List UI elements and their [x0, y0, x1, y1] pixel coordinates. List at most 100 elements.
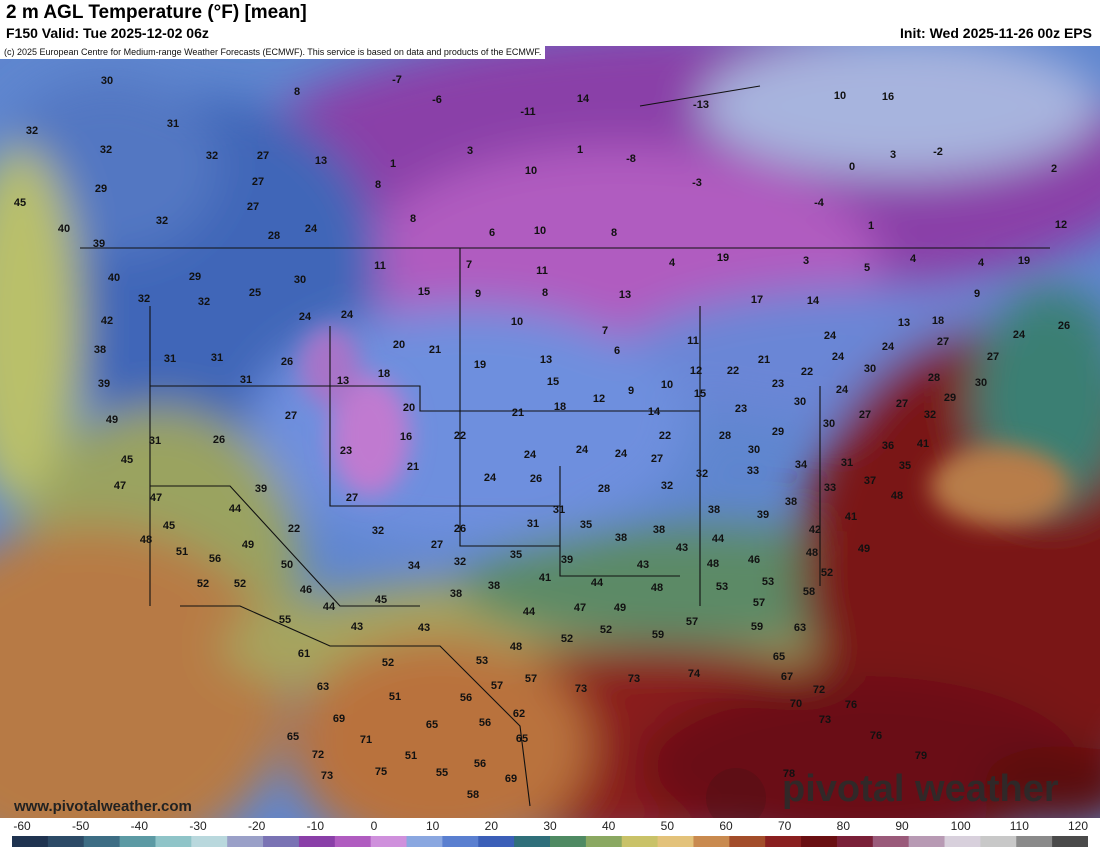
colorbar-segment: [191, 836, 228, 847]
temperature-value: 10: [510, 316, 524, 328]
temperature-value: 8: [409, 213, 417, 225]
colorbar-segment: [334, 836, 372, 847]
temperature-value: 53: [475, 655, 489, 667]
temperature-value: 24: [831, 351, 845, 363]
temperature-value: 9: [973, 288, 981, 300]
temperature-value: 32: [25, 125, 39, 137]
temperature-value: 25: [248, 287, 262, 299]
pivotal-weather-logo: pivotal weather: [782, 768, 1059, 810]
temperature-value: 32: [137, 293, 151, 305]
temperature-value: 52: [560, 633, 574, 645]
temperature-value: 9: [627, 385, 635, 397]
temperature-value: 52: [820, 567, 834, 579]
temperature-value: 27: [986, 351, 1000, 363]
colorbar-segment: [227, 836, 264, 847]
temperature-value: 33: [746, 465, 760, 477]
temperature-value: 32: [660, 480, 674, 492]
temperature-value: 76: [869, 730, 883, 742]
temperature-value: 1: [389, 158, 397, 170]
colorbar-segment: [47, 836, 85, 847]
colorbar-segment: [83, 836, 121, 847]
temperature-value: 36: [881, 440, 895, 452]
temperature-value: 14: [647, 406, 661, 418]
colorbar-segment: [980, 836, 1017, 847]
temperature-value: 50: [280, 559, 294, 571]
temperature-value: 24: [575, 444, 589, 456]
temperature-value: 21: [406, 461, 420, 473]
temperature-value: 38: [449, 588, 463, 600]
temperature-value: 19: [473, 359, 487, 371]
temperature-value: 52: [381, 657, 395, 669]
temperature-value: 26: [529, 473, 543, 485]
colorbar-tick-label: 110: [1009, 819, 1029, 833]
colorbar-segment: [801, 836, 838, 847]
colorbar-segment: [478, 836, 515, 847]
colorbar-segment: [693, 836, 730, 847]
temperature-value: 31: [148, 435, 162, 447]
temperature-value: 38: [93, 344, 107, 356]
temperature-value: 32: [695, 468, 709, 480]
colorbar-segment: [872, 836, 910, 847]
temperature-value: 30: [293, 274, 307, 286]
temperature-value: 48: [805, 547, 819, 559]
temperature-value: 43: [636, 559, 650, 571]
temperature-value: 56: [459, 692, 473, 704]
temperature-value: 13: [897, 317, 911, 329]
temperature-value: 59: [750, 621, 764, 633]
website-url[interactable]: www.pivotalweather.com: [14, 798, 192, 815]
temperature-value: 23: [771, 378, 785, 390]
temperature-value: 27: [430, 539, 444, 551]
colorbar-segment: [1052, 836, 1088, 847]
temperature-value: -2: [933, 146, 943, 158]
colorbar-segment: [908, 836, 946, 847]
temperature-value: 48: [139, 534, 153, 546]
temperature-value: 4: [668, 257, 676, 269]
temperature-value: 24: [340, 309, 354, 321]
colorbar-tick-label: 90: [895, 819, 909, 833]
colorbar-segment: [12, 836, 49, 847]
temperature-value: 14: [806, 295, 820, 307]
temperature-value: 6: [488, 227, 496, 239]
temperature-value: 27: [256, 150, 270, 162]
temperature-value: 29: [943, 392, 957, 404]
colorbar-segment: [944, 836, 981, 847]
temperature-value: 10: [833, 90, 847, 102]
temperature-value: 51: [404, 750, 418, 762]
temperature-value: 15: [417, 286, 431, 298]
temperature-value: -8: [626, 153, 636, 165]
temperature-map[interactable]: 30 8 -7 -6 14 -13 10 16 32 31 -11 32 32 27 13 1 3 1 -8 3 -2 2…: [0, 46, 1100, 818]
temperature-value: -6: [432, 94, 442, 106]
temperature-value: 24: [483, 472, 497, 484]
temperature-value: 24: [614, 448, 628, 460]
temperature-value: 22: [658, 430, 672, 442]
temperature-value: 18: [553, 401, 567, 413]
colorbar-segment: [442, 836, 479, 847]
temperature-value: -4: [814, 197, 824, 209]
temperature-value: 24: [304, 223, 318, 235]
colorbar-segment: [119, 836, 157, 847]
temperature-value: 73: [574, 683, 588, 695]
temperature-value: 28: [718, 430, 732, 442]
temperature-value: 26: [1057, 320, 1071, 332]
temperature-value: 12: [1054, 219, 1068, 231]
temperature-value: 21: [757, 354, 771, 366]
colorbar-segment: [621, 836, 659, 847]
temperature-value: 22: [453, 430, 467, 442]
temperature-value: 5: [863, 262, 871, 274]
temperature-value: 57: [490, 680, 504, 692]
colorbar-segment: [836, 836, 874, 847]
temperature-value: 10: [533, 225, 547, 237]
temperature-value: 51: [388, 691, 402, 703]
colorbar-tick-label: -30: [189, 819, 207, 833]
temperature-value: 57: [752, 597, 766, 609]
temperature-value: 52: [599, 624, 613, 636]
temperature-value: 3: [889, 149, 897, 161]
temperature-value: 6: [613, 345, 621, 357]
temperature-value: 61: [297, 648, 311, 660]
temperature-value: 0: [848, 161, 856, 173]
temperature-value: -3: [692, 177, 702, 189]
colorbar-tick-label: 100: [950, 819, 971, 833]
temperature-value: 13: [539, 354, 553, 366]
temperature-value: 47: [113, 480, 127, 492]
colorbar-segment: [765, 836, 802, 847]
